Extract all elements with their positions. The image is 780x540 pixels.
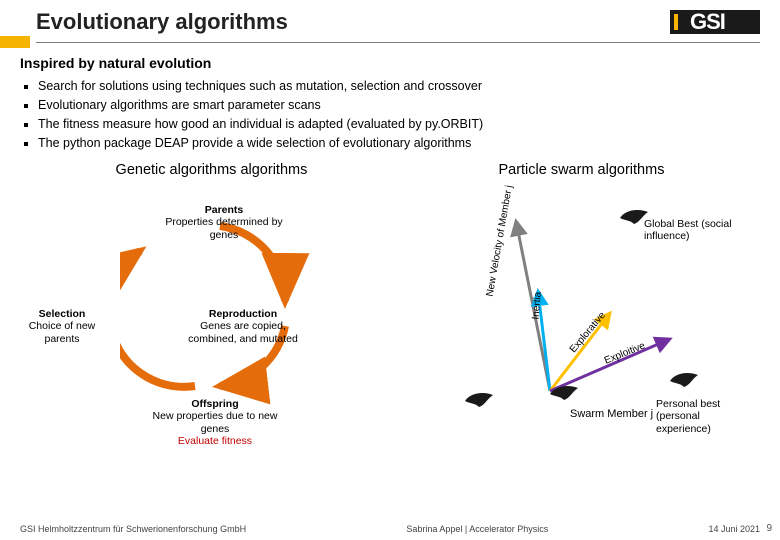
selection-label: SelectionChoice of new parents <box>14 308 110 346</box>
footer-left: GSI Helmholtzzentrum für Schwerionenfors… <box>20 524 246 534</box>
bullet-list: Search for solutions using techniques su… <box>0 77 780 153</box>
slide-tab <box>0 36 30 48</box>
bullet-item: The fitness measure how good an individu… <box>38 115 760 133</box>
offspring-label: OffspringNew properties due to new genes… <box>145 398 285 448</box>
bullet-item: The python package DEAP provide a wide s… <box>38 134 760 152</box>
gsi-logo: GSI <box>670 8 760 36</box>
subtitle: Inspired by natural evolution <box>0 43 780 77</box>
pso-heading: Particle swarm algorithms <box>498 162 664 178</box>
footer: GSI Helmholtzzentrum für Schwerionenfors… <box>20 524 760 534</box>
global-best-note: Global Best (social influence) <box>644 218 756 243</box>
pso-diagram: New Velocity of Member j Inertia Explora… <box>420 196 760 446</box>
reproduction-label: ReproductionGenes are copied, combined, … <box>178 308 308 346</box>
page-title: Evolutionary algorithms <box>36 9 288 35</box>
personal-best-note: Personal best (personal experience) <box>656 398 756 436</box>
parents-label: ParentsProperties determined by genes <box>165 204 283 242</box>
svg-text:GSI: GSI <box>690 9 725 34</box>
bullet-item: Search for solutions using techniques su… <box>38 77 760 95</box>
footer-right: 14 Juni 2021 <box>708 524 760 534</box>
genetic-heading: Genetic algorithms algorithms <box>116 162 308 178</box>
page-number: 9 <box>766 523 772 534</box>
bullet-item: Evolutionary algorithms are smart parame… <box>38 96 760 114</box>
footer-center: Sabrina Appel | Accelerator Physics <box>406 524 548 534</box>
arrow-label-inertia: Inertia <box>531 291 544 320</box>
swarm-member-label: Swarm Member j <box>570 408 653 420</box>
